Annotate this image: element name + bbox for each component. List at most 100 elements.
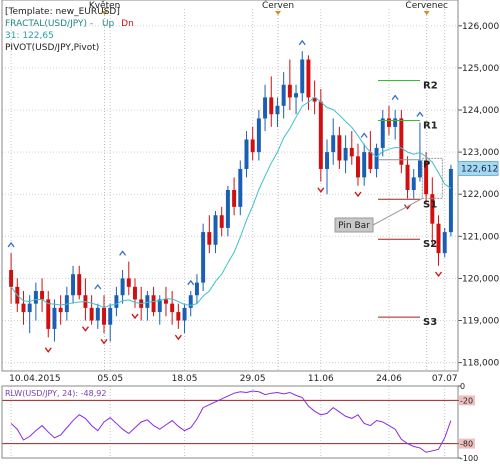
candle-body <box>269 97 274 115</box>
candle-body <box>356 156 360 178</box>
pivot-level-label: R2 <box>423 81 438 92</box>
candle-body <box>213 215 218 245</box>
candle-body <box>256 118 261 153</box>
candle-body <box>21 303 26 313</box>
candle-body <box>108 307 113 325</box>
candle-body <box>343 147 348 161</box>
x-tick-label: 07.07 <box>432 374 458 384</box>
candle-body <box>318 101 323 169</box>
pin-bar-pointer <box>372 197 423 226</box>
candle-body <box>151 295 156 313</box>
candle-body <box>33 291 38 304</box>
y-tick-label: 125,000 <box>462 64 499 74</box>
last-price-label: 122,612 <box>461 164 498 174</box>
x-tick-label: 10.04.2015 <box>9 374 61 384</box>
fractal-dn-label: Dn <box>121 19 134 29</box>
month-marker-icon <box>101 11 108 15</box>
candle-body <box>331 135 336 153</box>
fractal-down-icon <box>174 334 182 341</box>
fractal-up-icon <box>187 279 195 286</box>
candle-body <box>40 291 45 300</box>
candle-body <box>163 299 168 304</box>
candle-body <box>95 307 100 321</box>
month-label: Červenec <box>405 0 448 11</box>
y-tick-label: 119,000 <box>462 316 499 326</box>
fractal-down-icon <box>404 204 412 210</box>
fractal-up-icon <box>298 39 306 46</box>
rlw-level-badge <box>459 438 475 449</box>
candle-body <box>386 118 391 127</box>
candle-body <box>337 135 342 161</box>
candle-body <box>244 139 249 169</box>
pivot-level-label: S2 <box>423 239 437 250</box>
candle-body <box>312 97 317 102</box>
y-tick-label: 118,000 <box>462 359 499 369</box>
candle-body <box>225 190 230 228</box>
candle-body <box>411 177 416 190</box>
x-tick-label: 05.05 <box>97 374 123 384</box>
svg-text:FRACTAL(USD/JPY) - Up: FRACTAL(USD/JPY) - Up Dn <box>5 19 134 29</box>
rlw-line <box>10 390 452 453</box>
candle-body <box>232 190 237 207</box>
candle-body <box>430 194 435 224</box>
rlw-y-tick-label: -80 <box>460 440 473 449</box>
candle-body <box>102 307 106 325</box>
overlay: R2 R1 P S1 S2 S3 Pin Bar <box>2 39 458 453</box>
fractal-down-icon <box>100 338 108 345</box>
candle-body <box>238 168 243 207</box>
fractal-down-icon <box>44 347 52 353</box>
y-tick-label: 123,000 <box>462 148 499 158</box>
pivot-level-label: S1 <box>423 199 437 210</box>
rlw-y-tick-label: -100 <box>460 454 478 462</box>
candle-body <box>300 59 305 94</box>
candle-body <box>424 160 429 195</box>
fractal-down-icon <box>81 326 89 332</box>
candle-body <box>294 93 299 98</box>
month-marker-icon <box>423 11 430 15</box>
candle-body <box>114 295 119 308</box>
x-tick-label: 29.05 <box>240 374 266 384</box>
candle-body <box>176 312 181 321</box>
candle-body <box>120 278 125 296</box>
candle-body <box>157 299 162 313</box>
candle-body <box>250 139 255 153</box>
x-tick-label: 11.06 <box>308 374 334 384</box>
fractal-label: FRACTAL(USD/JPY) - <box>5 19 93 29</box>
pin-bar-highlight <box>421 157 443 199</box>
candle-body <box>325 152 329 169</box>
candle-body <box>275 105 280 115</box>
pivot-level-label: S3 <box>423 317 437 328</box>
rlw-y-tick-label: 0 <box>460 382 465 391</box>
candle-body <box>27 303 32 313</box>
candle-body <box>188 295 193 308</box>
fractal-up-icon <box>416 111 424 117</box>
fractal-down-icon <box>131 313 139 320</box>
rlw-y-tick-label: -20 <box>460 396 473 405</box>
candle-body <box>46 299 51 329</box>
y-tick-label: 126,000 <box>462 22 499 32</box>
fractal-up-icon <box>94 283 102 290</box>
grid <box>2 0 458 458</box>
last-price-badge <box>457 160 499 176</box>
pivot-level-label: P <box>423 160 430 171</box>
fractal-up-icon <box>119 250 127 256</box>
y-tick-label: 122,000 <box>462 190 499 200</box>
info-panel: [Template: new_EURUSD] FRACTAL(USD/JPY) … <box>5 7 134 53</box>
candle-body <box>77 274 82 296</box>
ma-readout: 31: 122,65 <box>5 31 54 41</box>
candle-body <box>362 152 367 178</box>
x-tick-label: 18.05 <box>172 374 198 384</box>
y-tick-label: 124,000 <box>462 106 499 116</box>
candle-body <box>349 147 354 157</box>
candle-body <box>133 286 137 300</box>
candle-body <box>436 223 441 254</box>
candle-body <box>263 97 268 119</box>
candle-body <box>170 303 175 313</box>
x-tick-label: 24.06 <box>376 374 402 384</box>
y-tick-label: 120,000 <box>462 274 499 284</box>
month-label: Červen <box>262 0 294 11</box>
